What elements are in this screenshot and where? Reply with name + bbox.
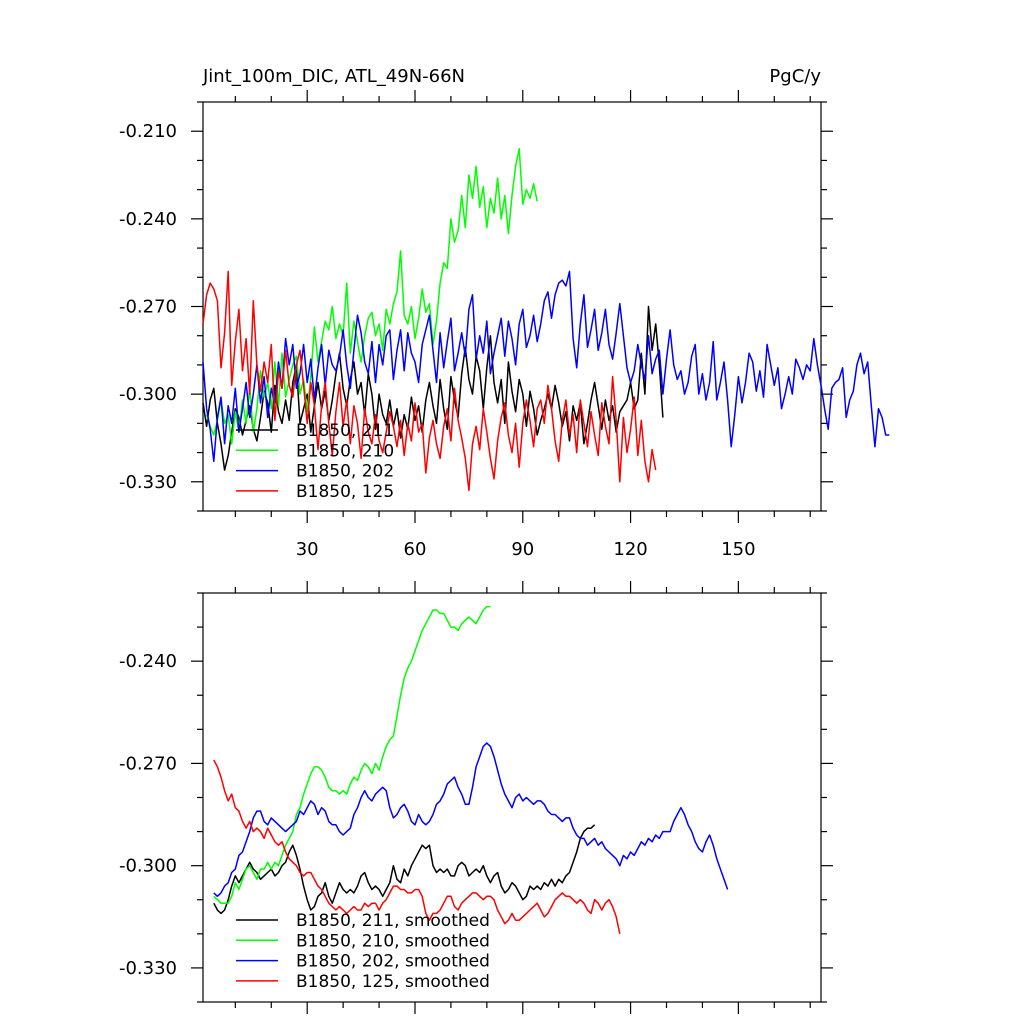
legend-label: B1850, 210 (296, 441, 394, 461)
series-line (213, 742, 729, 898)
y-tick-label: -0.240 (119, 209, 177, 230)
y-tick-label: -0.270 (119, 753, 177, 774)
smoothed-timeseries-panel: -0.240 -0.270 -0.300 -0.330 B1850, 211, smoo… (119, 581, 833, 1014)
legend-label: B1850, 211, smoothed (296, 911, 490, 931)
legend-label: B1850, 210, smoothed (296, 931, 490, 951)
y-tick-label: -0.270 (119, 297, 177, 318)
y-tick-label: -0.330 (119, 472, 177, 493)
x-tick-label: 90 (511, 539, 534, 560)
y-tick-label: -0.210 (119, 121, 177, 142)
legend-label: B1850, 202 (296, 462, 394, 482)
legend-label: B1850, 125 (296, 482, 394, 502)
x-tick-label: 120 (613, 539, 647, 560)
series-line (213, 824, 596, 915)
series-line (202, 305, 664, 471)
raw-timeseries-panel: Jint_100m_DIC, ATL_49N-66N PgC/y 30 60 90 1… (119, 66, 890, 560)
chart-title: Jint_100m_DIC, ATL_49N-66N (202, 66, 465, 87)
legend-label: B1850, 211 (296, 421, 394, 441)
units-label: PgC/y (769, 66, 821, 87)
series-line (213, 605, 491, 904)
y-tick-label: -0.300 (119, 856, 177, 877)
x-tick-label: 60 (404, 539, 427, 560)
legend-label: B1850, 125, smoothed (296, 972, 490, 992)
x-tick-label: 150 (721, 539, 755, 560)
y-tick-label: -0.300 (119, 384, 177, 405)
y-tick-label: -0.240 (119, 651, 177, 672)
series-line (213, 759, 621, 934)
x-tick-label: 30 (296, 539, 319, 560)
series-line (202, 270, 890, 463)
y-tick-label: -0.330 (119, 958, 177, 979)
legend-label: B1850, 202, smoothed (296, 952, 490, 972)
series-line (202, 270, 657, 492)
